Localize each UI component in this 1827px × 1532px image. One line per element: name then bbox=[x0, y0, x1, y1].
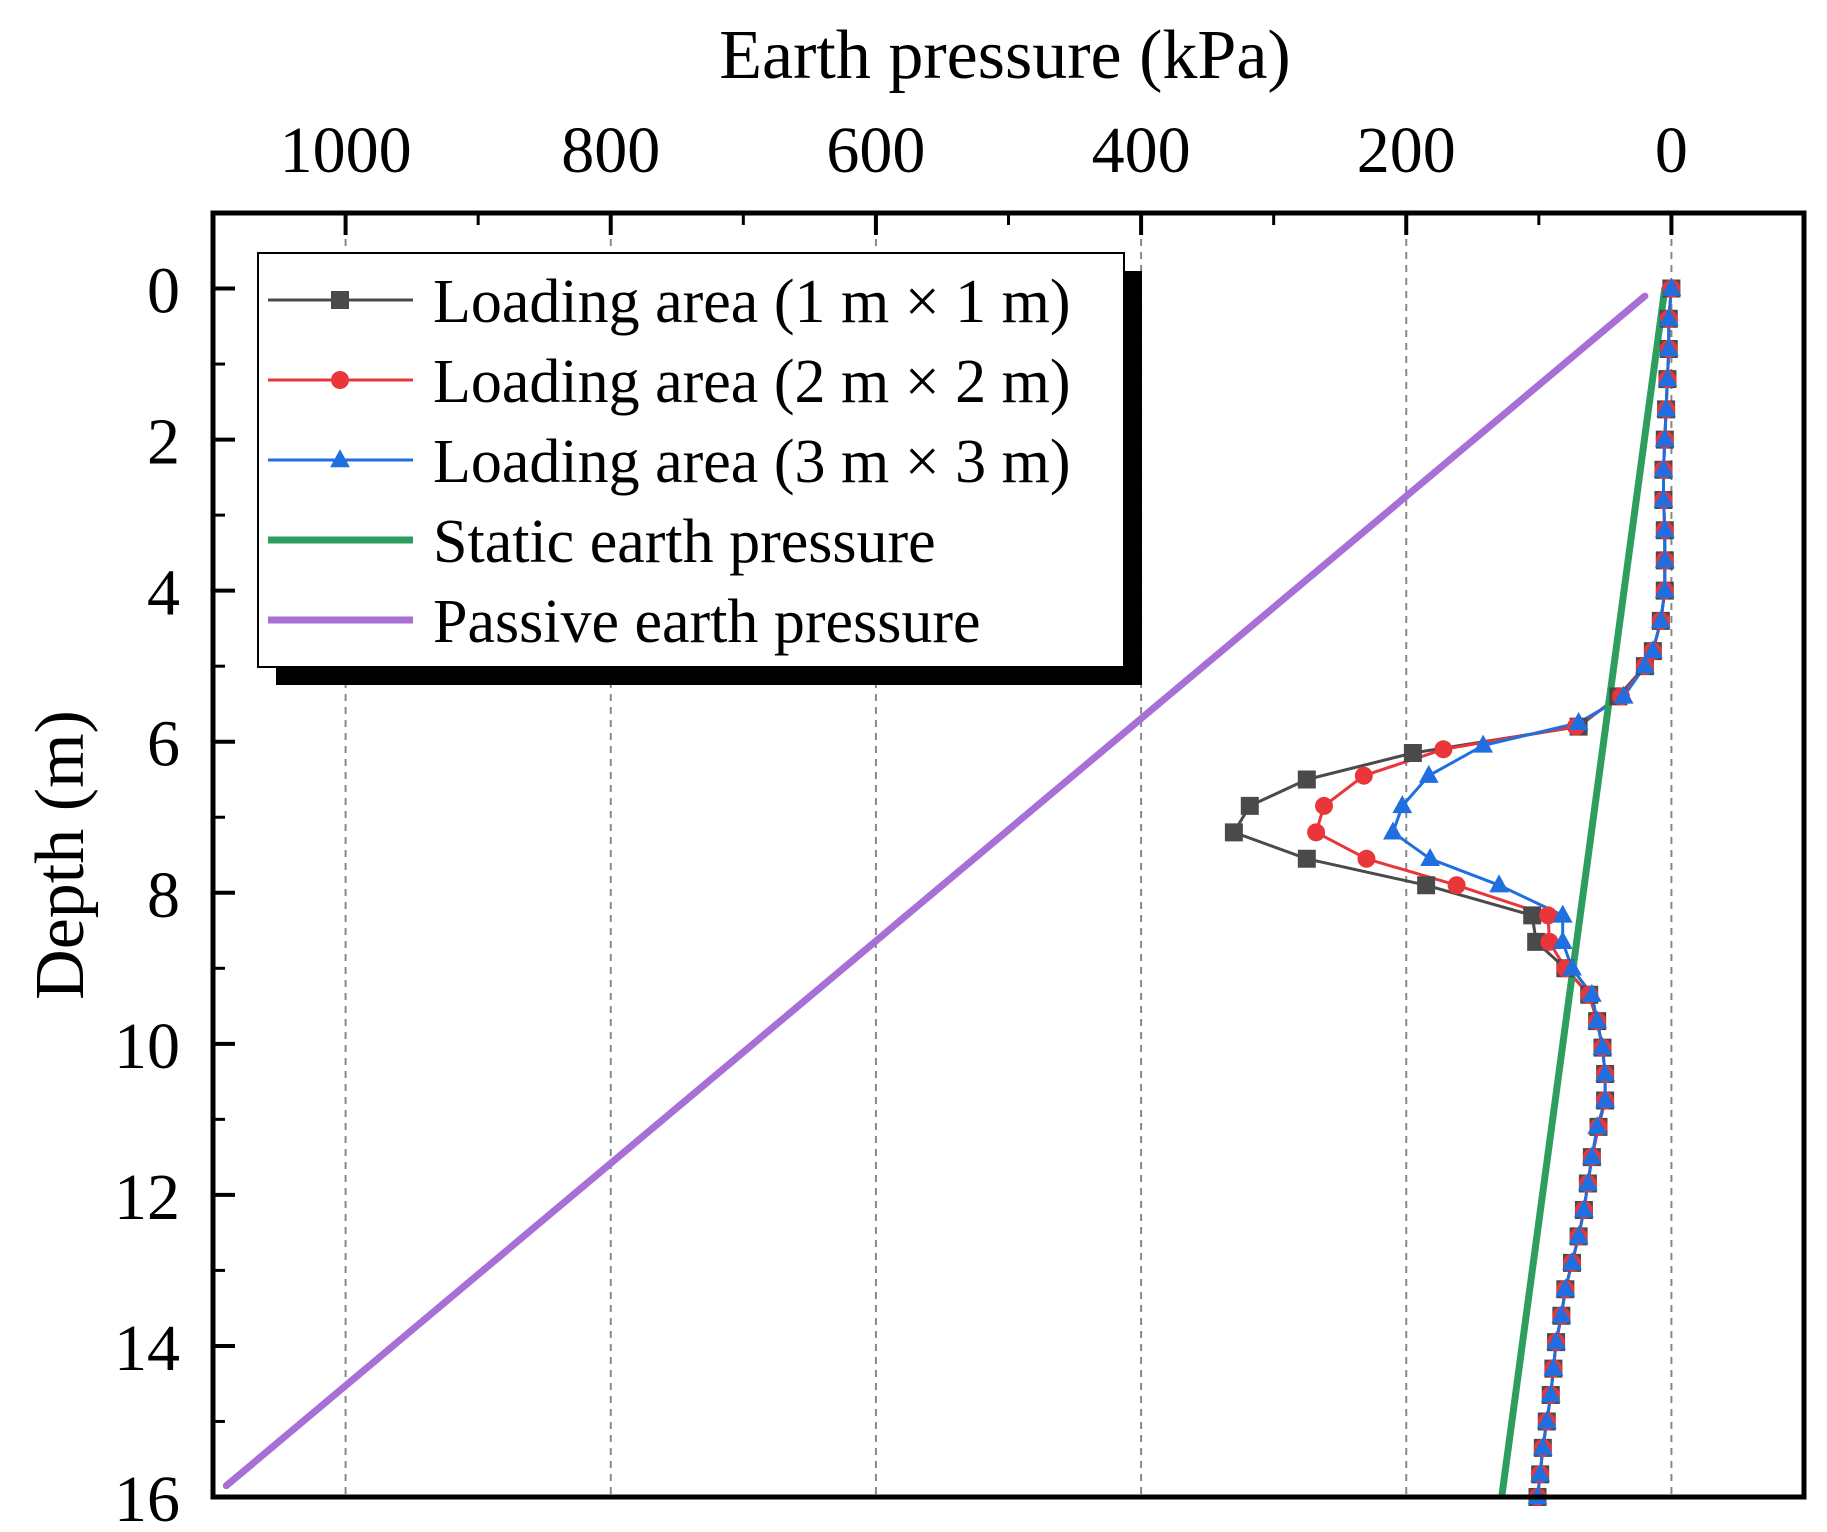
y-tick-label: 12 bbox=[114, 1161, 180, 1234]
y-tick-label: 16 bbox=[114, 1463, 180, 1532]
data-point-series-3 bbox=[1650, 610, 1671, 629]
data-point-series-3 bbox=[1658, 338, 1679, 357]
x-tick-label: 200 bbox=[1357, 114, 1456, 187]
data-point-series-2 bbox=[1354, 766, 1373, 785]
data-point-series-3 bbox=[1654, 549, 1675, 568]
data-point-series-1 bbox=[1523, 906, 1542, 925]
data-point-series-3 bbox=[1562, 957, 1582, 976]
data-point-series-3 bbox=[1635, 655, 1655, 674]
data-point-series-3 bbox=[1546, 1331, 1566, 1350]
axis-ticks: 1000 800 600 400 200 0 0 2 4 6 8 10 12 14 16 bbox=[114, 114, 1806, 1532]
data-point-series-3 bbox=[1420, 847, 1441, 866]
series-line-5 bbox=[222, 292, 1649, 1490]
y-tick-label: 14 bbox=[114, 1312, 180, 1385]
data-point-series-3 bbox=[1654, 428, 1675, 447]
data-point-series-3 bbox=[1555, 1278, 1576, 1297]
data-point-series-3 bbox=[1489, 874, 1509, 893]
data-point-series-1 bbox=[1403, 744, 1422, 763]
x-tick-label: 400 bbox=[1092, 114, 1191, 187]
y-tick-label: 10 bbox=[114, 1010, 180, 1083]
data-point-series-3 bbox=[1383, 821, 1403, 840]
y-tick-label: 2 bbox=[147, 406, 180, 479]
y-tick-label: 8 bbox=[147, 859, 180, 932]
data-point-series-3 bbox=[1568, 712, 1589, 731]
legend-label-3: Loading area (3 m × 3 m) bbox=[433, 428, 1071, 496]
data-point-series-3 bbox=[1552, 904, 1573, 923]
data-point-series-3 bbox=[1613, 685, 1634, 704]
data-point-series-3 bbox=[1568, 1225, 1589, 1244]
data-point-series-3 bbox=[1532, 1437, 1553, 1456]
data-point-series-3 bbox=[1657, 368, 1678, 387]
data-point-series-3 bbox=[1653, 459, 1674, 477]
x-tick-label: 600 bbox=[826, 114, 925, 187]
data-point-series-3 bbox=[1536, 1410, 1557, 1429]
data-point-series-1 bbox=[1224, 823, 1243, 842]
data-point-series-2 bbox=[1357, 849, 1376, 868]
data-point-series-3 bbox=[1658, 307, 1679, 326]
data-point-series-3 bbox=[1654, 579, 1675, 598]
data-point-series-3 bbox=[1574, 1199, 1594, 1218]
y-tick-label: 0 bbox=[147, 255, 180, 328]
data-point-series-3 bbox=[1418, 764, 1439, 783]
data-point-series-3 bbox=[1642, 640, 1663, 659]
data-point-series-3 bbox=[1653, 489, 1674, 508]
data-point-series-3 bbox=[1562, 1252, 1582, 1271]
data-point-series-3 bbox=[1392, 795, 1413, 814]
data-point-series-2 bbox=[1447, 876, 1466, 895]
x-tick-label: 1000 bbox=[280, 114, 412, 187]
y-axis-title: Depth (m) bbox=[22, 710, 99, 1000]
x-tick-label: 800 bbox=[561, 114, 660, 187]
data-point-series-1 bbox=[1527, 932, 1546, 951]
data-point-series-2 bbox=[1307, 823, 1326, 842]
y-tick-label: 6 bbox=[147, 708, 180, 781]
legend-label-4: Static earth pressure bbox=[433, 508, 936, 576]
data-point-series-1 bbox=[1417, 876, 1436, 895]
data-point-series-3 bbox=[1587, 1116, 1608, 1135]
legend-marker-1 bbox=[331, 291, 349, 309]
data-point-series-3 bbox=[1661, 277, 1682, 296]
data-point-series-3 bbox=[1540, 1384, 1561, 1403]
legend-label-1: Loading area (1 m × 1 m) bbox=[433, 268, 1071, 336]
y-tick-label: 4 bbox=[147, 557, 180, 630]
data-point-series-2 bbox=[1539, 906, 1558, 925]
data-point-series-3 bbox=[1656, 398, 1677, 417]
legend-marker-2 bbox=[331, 371, 349, 389]
data-point-series-3 bbox=[1595, 1089, 1616, 1108]
data-point-series-2 bbox=[1315, 796, 1334, 815]
data-point-series-2 bbox=[1540, 932, 1559, 951]
data-point-series-1 bbox=[1297, 770, 1316, 789]
data-point-series-3 bbox=[1592, 1036, 1613, 1055]
legend-label-2: Loading area (2 m × 2 m) bbox=[433, 348, 1071, 416]
data-point-series-3 bbox=[1543, 1357, 1564, 1376]
x-tick-label: 0 bbox=[1655, 114, 1688, 187]
data-point-series-3 bbox=[1551, 1304, 1572, 1323]
series-line-4 bbox=[1498, 285, 1669, 1497]
data-point-series-1 bbox=[1240, 796, 1259, 815]
data-point-series-3 bbox=[1552, 931, 1573, 950]
legend-marker-3 bbox=[330, 449, 350, 468]
data-point-series-2 bbox=[1434, 740, 1453, 759]
data-point-series-3 bbox=[1530, 1463, 1551, 1482]
data-point-series-1 bbox=[1297, 849, 1316, 868]
data-point-series-3 bbox=[1654, 519, 1675, 538]
legend: Loading area (1 m × 1 m) Loading area (2 … bbox=[257, 252, 1142, 685]
data-point-series-3 bbox=[1581, 983, 1602, 1002]
data-point-series-3 bbox=[1587, 1010, 1608, 1029]
data-point-series-3 bbox=[1577, 1172, 1598, 1191]
legend-label-5: Passive earth pressure bbox=[433, 588, 981, 656]
x-axis-title: Earth pressure (kPa) bbox=[719, 17, 1290, 94]
marker-layer bbox=[1224, 277, 1682, 1506]
data-point-series-3 bbox=[1581, 1146, 1602, 1165]
data-point-series-3 bbox=[1473, 734, 1494, 753]
data-point-series-3 bbox=[1595, 1063, 1616, 1082]
